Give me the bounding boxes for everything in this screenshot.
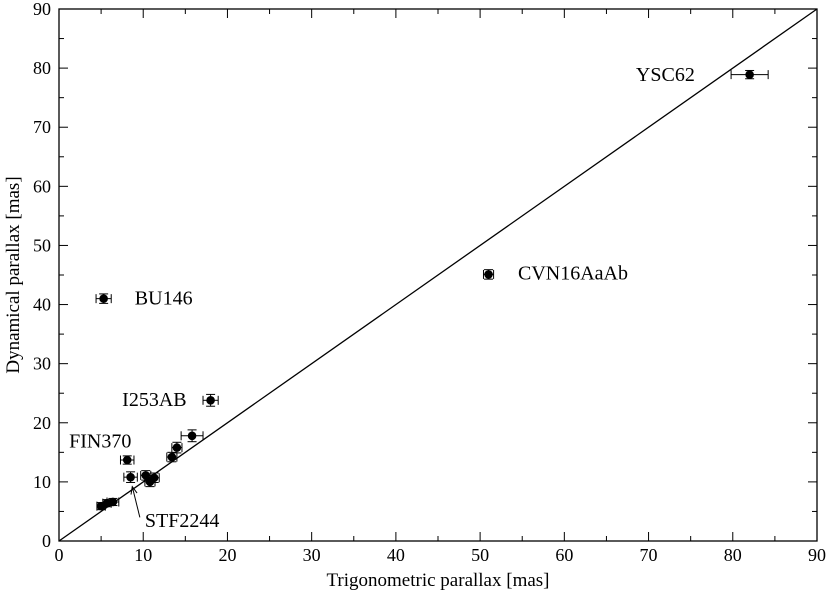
x-tick-label: 90	[808, 545, 826, 565]
y-tick-label: 60	[33, 176, 51, 196]
annotation-label: FIN370	[69, 431, 131, 453]
reference-line	[58, 8, 818, 542]
axis-ticks	[58, 8, 818, 542]
y-tick-label: 50	[33, 235, 51, 255]
point-marker	[206, 396, 215, 405]
data-point	[730, 69, 769, 80]
y-tick-label: 40	[33, 295, 51, 315]
data-point	[166, 451, 178, 463]
y-tick-label: 0	[42, 531, 51, 551]
data-point	[96, 501, 106, 511]
annotation-label: I253AB	[122, 389, 186, 411]
annotation-label: CVN16AaAb	[518, 263, 628, 285]
annotation-arrow	[130, 485, 141, 518]
annotation-label: YSC62	[636, 64, 695, 86]
data-point	[144, 476, 156, 488]
y-tick-label: 10	[33, 472, 51, 492]
point-marker	[99, 294, 108, 303]
y-tick-label: 20	[33, 413, 51, 433]
tick-labels: 0 10 20 30 40 50 60 70 80 90 0 10 20 30 40 50 60 70 80 90	[33, 0, 826, 565]
annotation-label: BU146	[135, 288, 193, 310]
x-tick-label: 50	[471, 545, 489, 565]
x-tick-label: 60	[555, 545, 573, 565]
point-marker	[745, 70, 754, 79]
y-tick-label: 90	[33, 0, 51, 19]
y-tick-label: 30	[33, 354, 51, 374]
data-point	[180, 429, 204, 443]
data-point	[95, 293, 112, 304]
y-tick-label: 80	[33, 58, 51, 78]
x-axis-title: Trigonometric parallax [mas]	[326, 570, 549, 591]
point-marker	[167, 452, 177, 462]
x-tick-label: 0	[55, 545, 64, 565]
point-marker	[187, 431, 197, 441]
x-tick-label: 70	[640, 545, 658, 565]
x-tick-label: 20	[218, 545, 236, 565]
x-tick-label: 80	[724, 545, 742, 565]
annotation-label: STF2244	[145, 510, 219, 532]
data-point	[171, 441, 183, 454]
arrow-shaft	[131, 486, 141, 518]
data-point	[123, 471, 138, 483]
data-point	[482, 269, 495, 280]
data-point	[119, 455, 135, 465]
data-marks	[58, 8, 818, 542]
y-axis-title: Dynamical parallax [mas]	[3, 176, 24, 373]
point-marker	[126, 472, 135, 482]
y-tick-label: 70	[33, 117, 51, 137]
point-marker	[145, 477, 155, 487]
point-marker	[96, 501, 106, 511]
arrow-head	[130, 485, 138, 495]
data-point	[202, 393, 219, 407]
x-tick-label: 40	[387, 545, 405, 565]
point-marker	[172, 443, 182, 452]
point-marker	[122, 455, 132, 465]
x-tick-label: 30	[303, 545, 321, 565]
x-tick-label: 10	[134, 545, 152, 565]
point-marker	[484, 270, 493, 279]
annotations: YSC62 CVN16AaAb BU146 I253AB FIN370 STF2244	[69, 64, 695, 532]
